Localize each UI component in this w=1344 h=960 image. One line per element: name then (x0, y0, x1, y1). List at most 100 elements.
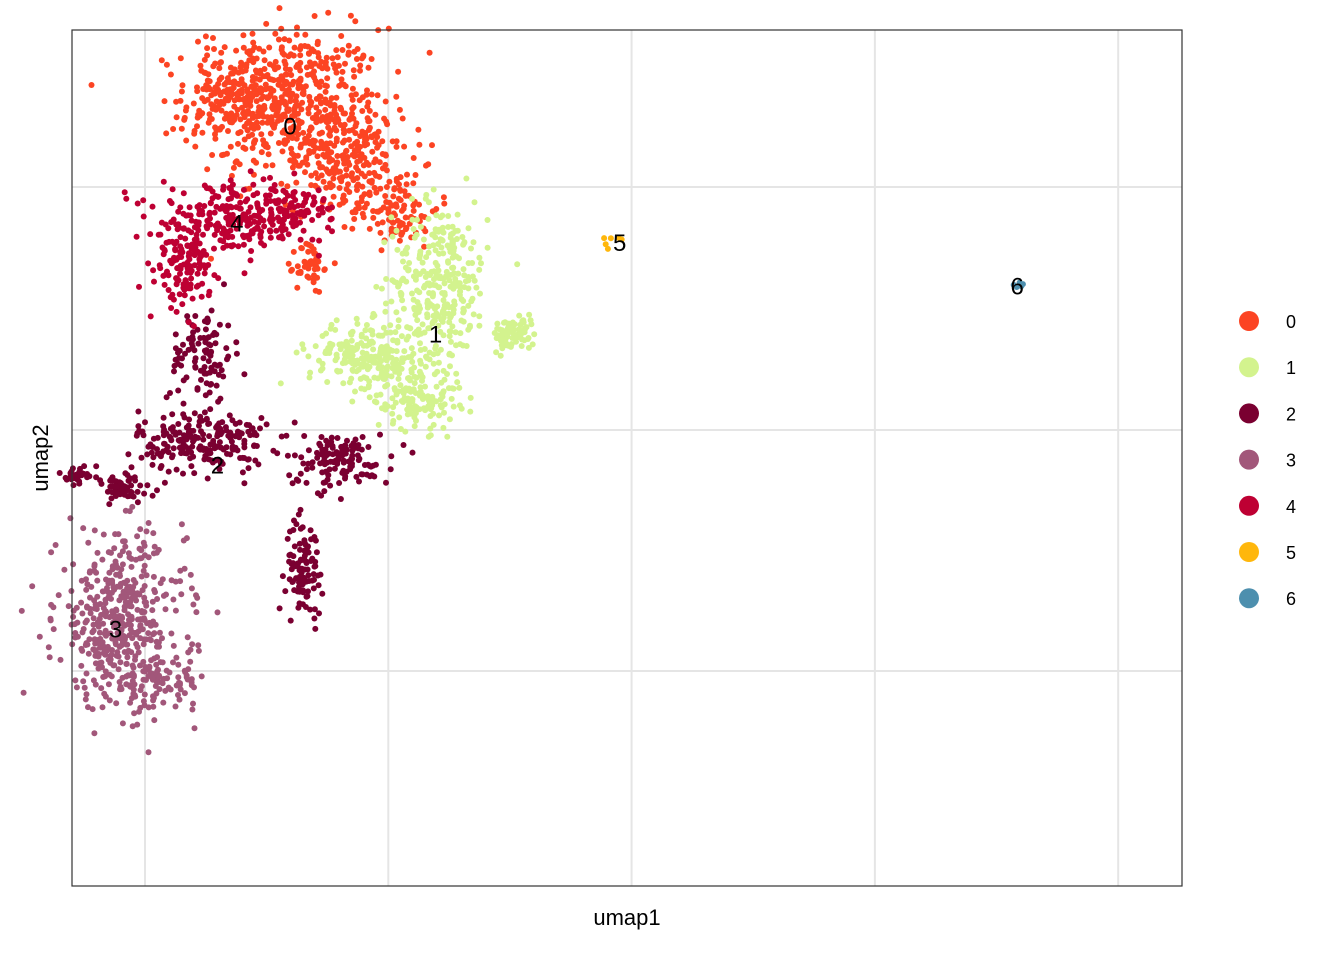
point-cluster-3 (50, 626, 57, 633)
point-cluster-2 (377, 431, 383, 438)
point-cluster-2 (279, 573, 286, 580)
point-cluster-2 (334, 458, 341, 465)
point-cluster-0 (357, 143, 364, 150)
point-cluster-0 (238, 59, 245, 66)
point-cluster-3 (107, 578, 114, 585)
point-cluster-0 (410, 155, 417, 161)
point-cluster-0 (229, 119, 236, 126)
point-cluster-2 (312, 625, 319, 632)
point-cluster-0 (395, 68, 402, 75)
point-cluster-2 (352, 436, 359, 443)
point-cluster-3 (124, 586, 131, 593)
point-cluster-2 (176, 444, 183, 451)
point-cluster-1 (405, 267, 412, 274)
point-cluster-4 (156, 262, 163, 269)
point-cluster-2 (286, 558, 293, 565)
point-cluster-1 (388, 298, 395, 305)
point-cluster-0 (305, 110, 312, 117)
point-cluster-0 (290, 52, 297, 59)
point-cluster-3 (124, 654, 131, 661)
point-cluster-2 (229, 432, 235, 439)
point-cluster-0 (191, 130, 198, 137)
point-cluster-3 (162, 606, 169, 613)
point-cluster-4 (223, 214, 230, 221)
point-cluster-3 (181, 690, 188, 697)
point-cluster-0 (212, 84, 219, 91)
point-cluster-4 (266, 192, 273, 199)
point-cluster-2 (113, 483, 120, 490)
point-cluster-0 (282, 90, 289, 97)
point-cluster-1 (450, 403, 457, 410)
point-cluster-0 (393, 138, 400, 145)
point-cluster-2 (323, 468, 330, 475)
point-cluster-0 (343, 166, 350, 173)
point-cluster-2 (349, 452, 356, 459)
point-cluster-2 (278, 433, 285, 440)
point-cluster-3 (94, 549, 101, 556)
point-cluster-3 (36, 633, 43, 640)
point-cluster-0 (313, 119, 320, 126)
point-cluster-0 (294, 284, 301, 291)
point-cluster-4 (214, 227, 221, 234)
point-cluster-1 (454, 211, 461, 218)
point-cluster-0 (354, 200, 361, 207)
point-cluster-1 (381, 239, 388, 246)
point-cluster-0 (318, 78, 325, 85)
point-cluster-1 (378, 358, 384, 365)
point-cluster-1 (431, 371, 438, 378)
point-cluster-1 (393, 227, 400, 234)
point-cluster-3 (96, 629, 103, 636)
point-cluster-0 (301, 263, 308, 270)
point-cluster-2 (274, 450, 281, 457)
point-cluster-3 (79, 647, 86, 654)
point-cluster-2 (148, 443, 155, 450)
point-cluster-2 (206, 420, 213, 427)
point-cluster-0 (295, 269, 302, 276)
point-cluster-2 (304, 566, 311, 573)
point-cluster-0 (249, 77, 256, 84)
point-cluster-2 (139, 428, 146, 435)
point-cluster-3 (70, 561, 77, 568)
point-cluster-2 (172, 429, 179, 436)
point-cluster-4 (236, 205, 243, 212)
point-cluster-2 (213, 382, 220, 389)
point-cluster-1 (429, 231, 436, 238)
point-cluster-3 (112, 613, 119, 620)
point-cluster-4 (217, 237, 224, 244)
point-cluster-0 (376, 159, 383, 166)
point-cluster-0 (282, 101, 289, 108)
point-cluster-4 (140, 197, 147, 204)
point-cluster-0 (327, 127, 334, 134)
cluster-label-3: 3 (109, 617, 122, 644)
point-cluster-3 (128, 563, 135, 570)
point-cluster-0 (312, 170, 319, 177)
point-cluster-0 (192, 143, 199, 150)
point-cluster-3 (47, 617, 54, 624)
point-cluster-1 (300, 346, 307, 352)
point-cluster-1 (370, 346, 377, 353)
point-cluster-2 (305, 460, 312, 467)
point-cluster-3 (99, 556, 106, 563)
point-cluster-0 (225, 128, 231, 134)
point-cluster-0 (357, 62, 364, 69)
point-cluster-0 (231, 97, 238, 104)
point-cluster-0 (372, 156, 379, 163)
point-cluster-1 (366, 378, 373, 385)
point-cluster-3 (123, 661, 130, 667)
point-cluster-4 (279, 235, 286, 242)
point-cluster-1 (387, 346, 393, 353)
point-cluster-3 (121, 603, 128, 610)
point-cluster-3 (86, 636, 93, 643)
point-cluster-3 (157, 659, 164, 666)
cluster-0-points (88, 5, 448, 295)
point-cluster-0 (323, 54, 330, 61)
point-cluster-1 (371, 398, 378, 405)
point-cluster-2 (296, 540, 303, 547)
point-cluster-0 (308, 99, 315, 106)
point-cluster-4 (173, 238, 180, 245)
point-cluster-1 (503, 340, 510, 347)
point-cluster-2 (191, 470, 198, 477)
point-cluster-1 (406, 260, 413, 266)
point-cluster-1 (499, 345, 506, 352)
